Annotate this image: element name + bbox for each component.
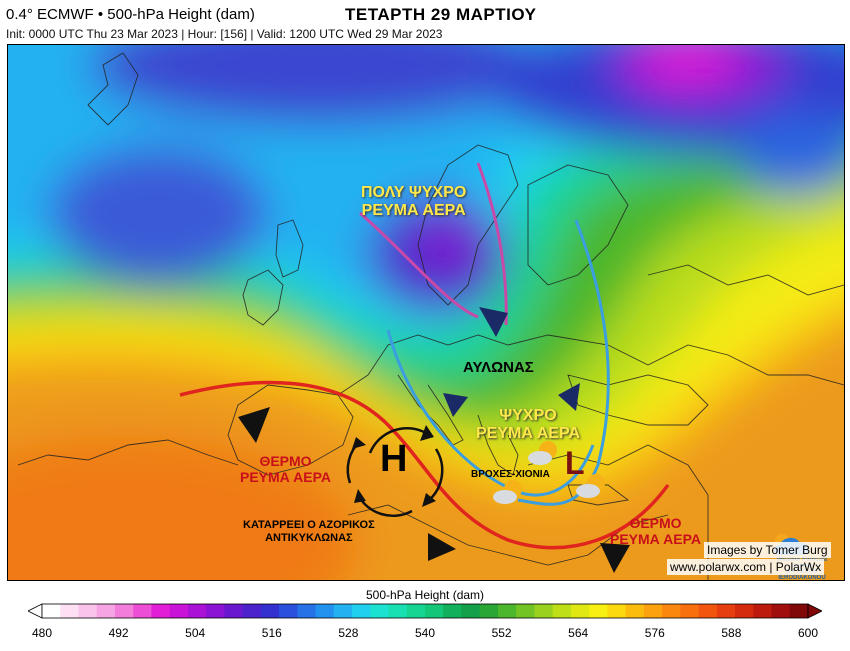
colorbar-tick-label: 588 <box>721 626 742 640</box>
colorbar-swatch <box>534 604 554 618</box>
colorbar-swatch <box>552 604 572 618</box>
colorbar-swatch <box>570 604 590 618</box>
colorbar-tick-label: 516 <box>261 626 282 640</box>
colorbar-swatch <box>96 604 116 618</box>
colorbar-swatch <box>60 604 79 618</box>
colorbar-tick-label: 504 <box>185 626 206 640</box>
colorbar-swatch <box>643 604 663 618</box>
colorbar-swatch <box>206 604 225 618</box>
colorbar-swatch <box>352 604 371 618</box>
colorbar-max-extension <box>807 603 822 619</box>
colorbar-tick-label: 600 <box>797 626 819 640</box>
label-warm-air-west: ΘΕΡΜΟ ΡΕΥΜΑ ΑΕΡΑ <box>240 453 332 486</box>
label-rain-snow: ΒΡΟΧΕΣ-ΧΙΟΝΙΑ <box>471 469 550 480</box>
colorbar-swatch <box>169 604 189 618</box>
colorbar-swatch <box>589 604 608 618</box>
colorbar-swatch <box>279 604 298 618</box>
height-field <box>8 45 844 580</box>
colorbar-swatch <box>297 604 317 618</box>
label-azores-collapse: ΚΑΤΑΡΡΕΕΙ Ο ΑΖΟΡΙΚΟΣ ΑΝΤΙΚΥΚΛΩΝΑΣ <box>243 519 375 544</box>
run-info: Init: 0000 UTC Thu 23 Mar 2023 | Hour: [… <box>6 27 443 41</box>
colorbar-frame <box>41 603 809 619</box>
colorbar-tick-label: 552 <box>491 626 512 640</box>
credits-author: Images by Tomer Burg <box>704 542 831 558</box>
colorbar-swatch <box>789 604 809 618</box>
colorbar-swatch <box>151 604 171 618</box>
colorbar-swatch <box>114 604 134 618</box>
colorbar-swatch <box>406 604 426 618</box>
colorbar-swatch <box>224 604 244 618</box>
colorbar-swatch <box>625 604 645 618</box>
colorbar-swatch <box>388 604 408 618</box>
colorbar-tick-label: 480 <box>31 626 53 640</box>
colorbar-swatch <box>461 604 481 618</box>
label-cold-air: ΨΥΧΡΟ ΡΕΥΜΑ ΑΕΡΑ <box>476 407 581 443</box>
colorbar-tick-label: 492 <box>108 626 129 640</box>
colorbar-swatch <box>315 604 335 618</box>
model-title: 0.4° ECMWF • 500-hPa Height (dam) <box>6 6 255 23</box>
colorbar-swatch <box>443 604 462 618</box>
colorbar-swatch <box>333 604 353 618</box>
colorbar-swatch <box>735 604 754 618</box>
colorbar-swatch <box>698 604 718 618</box>
weather-icon-1 <box>528 441 557 465</box>
forecast-map: ΠΟΛΥ ΨΥΧΡΟ ΡΕΥΜΑ ΑΕΡΑ ΑΥΛΩΝΑΣ ΨΥΧΡΟ ΡΕΥΜ… <box>7 44 845 581</box>
day-title: ΤΕΤΑΡΤΗ 29 ΜΑΡΤΙΟΥ <box>345 5 537 24</box>
colorbar-swatch <box>42 604 61 618</box>
colorbar-tick-label: 540 <box>414 626 436 640</box>
label-very-cold-air: ΠΟΛΥ ΨΥΧΡΟ ΡΕΥΜΑ ΑΕΡΑ <box>361 184 467 220</box>
colorbar-tick-label: 528 <box>338 626 359 640</box>
colorbar-swatch <box>753 604 773 618</box>
colorbar-swatch <box>242 604 262 618</box>
colorbar-swatch <box>78 604 98 618</box>
colorbar-swatch <box>370 604 390 618</box>
credits-website[interactable]: www.polarwx.com | PolarWx <box>667 559 825 575</box>
label-warm-air-east: ΘΕΡΜΟ ΡΕΥΜΑ ΑΕΡΑ <box>610 515 702 548</box>
colorbar-swatch <box>516 604 535 618</box>
colorbar-swatch <box>771 604 791 618</box>
colorbar-swatch <box>479 604 499 618</box>
colorbar <box>28 603 822 619</box>
colorbar-swatch <box>133 604 152 618</box>
colorbar-swatch <box>716 604 736 618</box>
colorbar-tick-label: 564 <box>568 626 589 640</box>
high-pressure-symbol: H <box>380 438 408 480</box>
colorbar-swatch <box>425 604 444 618</box>
colorbar-tick-label: 576 <box>644 626 665 640</box>
colorbar-min-extension <box>28 603 43 619</box>
colorbar-swatch <box>662 604 681 618</box>
colorbar-swatch <box>497 604 517 618</box>
low-pressure-symbol: L <box>565 445 585 481</box>
colorbar-title: 500-hPa Height (dam) <box>365 588 485 602</box>
colorbar-swatch <box>260 604 280 618</box>
label-trough: ΑΥΛΩΝΑΣ <box>463 359 534 376</box>
colorbar-swatch <box>187 604 207 618</box>
colorbar-swatch <box>607 604 627 618</box>
colorbar-swatch <box>680 604 700 618</box>
